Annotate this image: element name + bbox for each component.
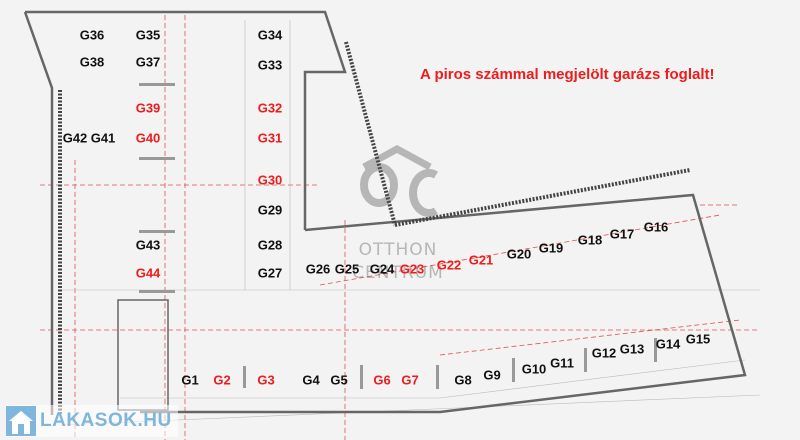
garage-label-g29: G29	[257, 202, 283, 218]
otthon-centrum-watermark: OTTHON CENTRUM	[352, 145, 444, 295]
garage-label-g12: G12	[591, 345, 617, 361]
garage-label-g23: G23	[399, 261, 425, 277]
garage-label-g18: G18	[577, 232, 603, 248]
garage-label-g24: G24	[369, 261, 395, 277]
garage-label-g41: G41	[90, 130, 116, 146]
lakasok-logo: LAKASOK.HU	[6, 405, 178, 437]
garage-label-g32: G32	[257, 100, 283, 116]
garage-label-g43: G43	[135, 237, 161, 253]
garage-label-g38: G38	[79, 54, 105, 70]
garage-label-g33: G33	[257, 57, 283, 73]
garage-label-g3: G3	[257, 372, 275, 388]
garage-label-g37: G37	[135, 54, 161, 70]
garage-label-g25: G25	[334, 261, 360, 277]
garage-label-g19: G19	[538, 240, 564, 256]
watermark-line2: CENTRUM	[352, 263, 444, 283]
garage-label-g26: G26	[305, 261, 331, 277]
garage-label-g8: G8	[454, 372, 472, 388]
garage-label-g35: G35	[135, 27, 161, 43]
garage-label-g4: G4	[302, 372, 320, 388]
garage-label-g9: G9	[483, 367, 501, 383]
grid-lines	[40, 15, 760, 440]
garage-label-g16: G16	[643, 219, 669, 235]
garage-label-g28: G28	[257, 237, 283, 253]
garage-label-g6: G6	[373, 372, 391, 388]
garage-label-g36: G36	[79, 27, 105, 43]
garage-label-g7: G7	[401, 372, 419, 388]
house-icon	[6, 406, 36, 436]
garage-label-g21: G21	[468, 252, 494, 268]
garage-label-g20: G20	[506, 246, 532, 262]
lakasok-logo-text: LAKASOK.HU	[40, 410, 172, 431]
garage-label-g11: G11	[550, 355, 574, 371]
garage-label-g10: G10	[521, 361, 547, 377]
garage-label-g1: G1	[181, 372, 199, 388]
garage-label-g30: G30	[257, 172, 283, 188]
garage-label-g39: G39	[135, 100, 161, 116]
garage-label-g40: G40	[135, 130, 161, 146]
garage-label-g42: G42	[62, 130, 88, 146]
garage-label-g44: G44	[135, 265, 161, 281]
garage-label-g2: G2	[213, 372, 231, 388]
watermark-line1: OTTHON	[358, 240, 438, 260]
garage-label-g13: G13	[619, 341, 645, 357]
garage-label-g34: G34	[257, 27, 283, 43]
garage-label-g14: G14	[655, 336, 681, 352]
garage-label-g22: G22	[436, 257, 462, 273]
hatched-walls	[58, 41, 691, 415]
pillars	[139, 83, 657, 389]
garage-label-g27: G27	[257, 265, 283, 281]
oc-logo-icon	[360, 145, 439, 217]
garage-label-g31: G31	[257, 130, 283, 146]
garage-label-g5: G5	[330, 372, 348, 388]
occupied-notice: A piros számmal megjelölt garázs foglalt…	[420, 66, 715, 83]
garage-label-g17: G17	[609, 226, 635, 242]
garage-label-g15: G15	[685, 331, 711, 347]
